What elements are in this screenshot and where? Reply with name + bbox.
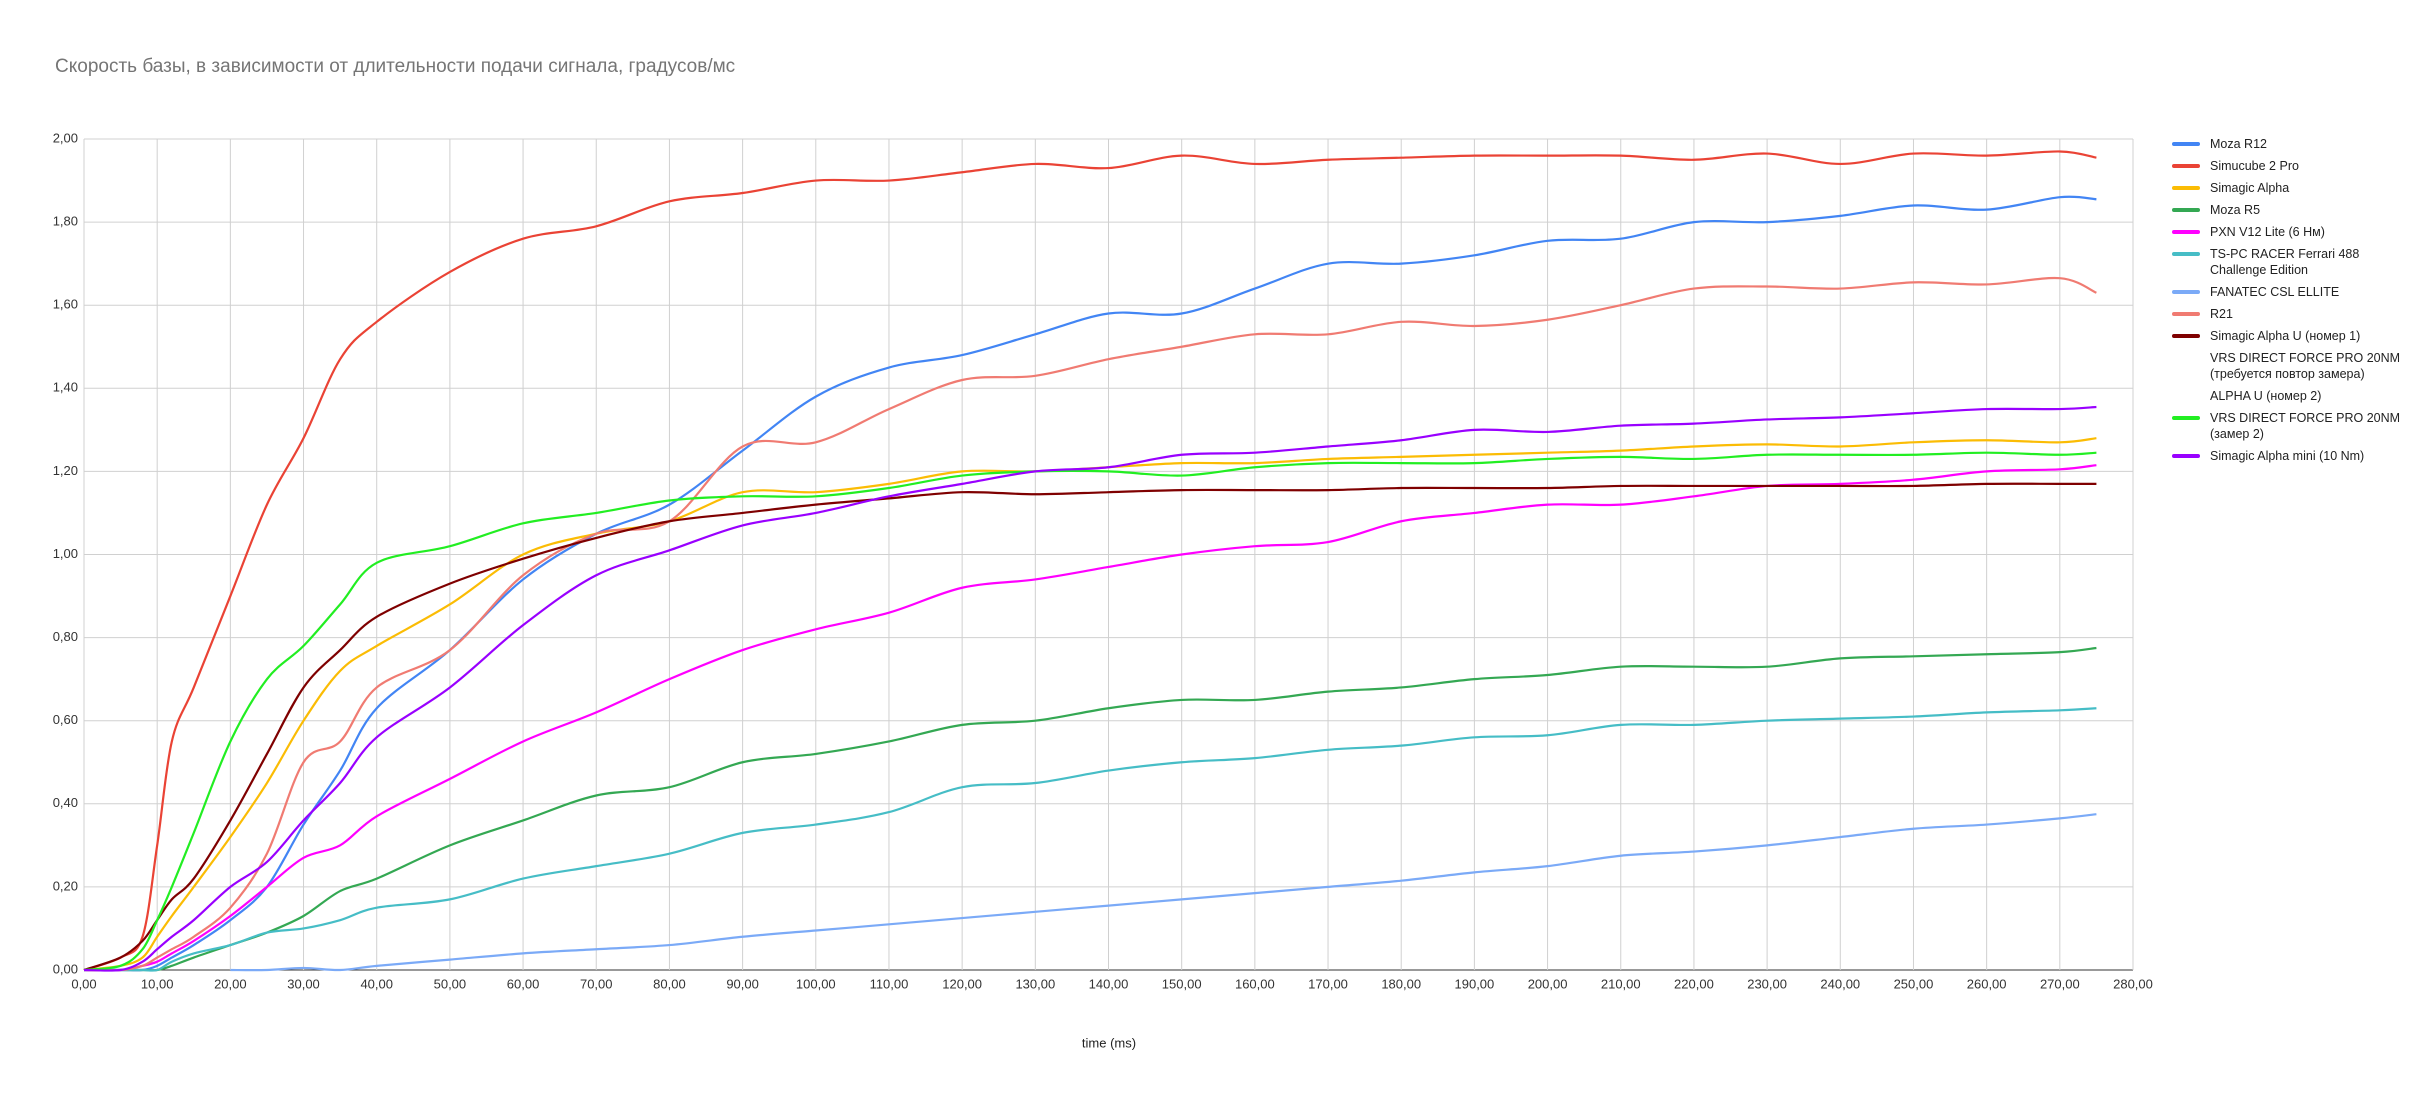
series-line [83, 405, 2097, 972]
legend-label: Simagic Alpha U (номер 1) [2210, 329, 2361, 343]
x-tick-label: 210,00 [1601, 976, 1641, 991]
y-tick-label: 1,20 [53, 463, 78, 478]
y-tick-label: 0,80 [53, 629, 78, 644]
legend-entry: Simagic Alpha mini (10 Nm) [2172, 448, 2402, 464]
series-line [84, 707, 2097, 972]
x-tick-label: 180,00 [1381, 976, 1421, 991]
legend-entry: FANATEC CSL ELLITE [2172, 284, 2402, 300]
legend-swatch [2172, 312, 2200, 316]
legend-entry: Moza R12 [2172, 136, 2402, 152]
x-tick-label: 140,00 [1089, 976, 1129, 991]
y-tick-label: 1,80 [53, 214, 78, 229]
x-tick-label: 20,00 [214, 976, 247, 991]
x-tick-label: 70,00 [580, 976, 613, 991]
legend-swatch [2172, 252, 2200, 256]
legend-swatch [2172, 334, 2200, 338]
legend-swatch [2172, 230, 2200, 234]
legend-entry: VRS DIRECT FORCE PRO 20NM (требуется пов… [2172, 350, 2402, 382]
series-line [83, 464, 2097, 972]
x-tick-label: 30,00 [287, 976, 320, 991]
legend-label: VRS DIRECT FORCE PRO 20NM (требуется пов… [2210, 351, 2401, 381]
legend-label: TS-PC RACER Ferrari 488 Challenge Editio… [2210, 247, 2360, 277]
legend-swatch [2172, 454, 2200, 458]
legend-entry: TS-PC RACER Ferrari 488 Challenge Editio… [2172, 246, 2402, 278]
legend-label: ALPHA U (номер 2) [2210, 389, 2322, 403]
legend-label: Simagic Alpha [2210, 181, 2290, 195]
series-line [84, 646, 2097, 972]
series-line [83, 482, 2097, 972]
x-tick-label: 60,00 [507, 976, 540, 991]
legend-label: VRS DIRECT FORCE PRO 20NM (замер 2) [2210, 411, 2401, 441]
legend-swatch [2172, 186, 2200, 190]
series-line [83, 451, 2097, 972]
y-tick-label: 1,60 [53, 297, 78, 312]
x-tick-label: 130,00 [1015, 976, 1055, 991]
x-tick-label: 170,00 [1308, 976, 1348, 991]
x-tick-label: 230,00 [1747, 976, 1787, 991]
legend-label: Moza R5 [2210, 203, 2261, 217]
legend-label: PXN V12 Lite (6 Нм) [2210, 225, 2325, 239]
legend-label: Simagic Alpha mini (10 Nm) [2210, 449, 2365, 463]
legend-label: Simucube 2 Pro [2210, 159, 2299, 173]
series-line [230, 813, 2097, 972]
series-line [83, 150, 2097, 972]
legend-entry: PXN V12 Lite (6 Нм) [2172, 224, 2402, 240]
chart-title: Скорость базы, в зависимости от длительн… [55, 56, 735, 77]
y-tick-label: 0,00 [53, 961, 78, 976]
legend-swatch [2172, 356, 2200, 360]
x-tick-label: 100,00 [796, 976, 836, 991]
x-axis-label: time (ms) [1082, 1035, 1136, 1050]
x-tick-label: 270,00 [2040, 976, 2080, 991]
x-tick-label: 200,00 [1528, 976, 1568, 991]
x-tick-label: 40,00 [360, 976, 393, 991]
legend-entry: ALPHA U (номер 2) [2172, 388, 2402, 404]
legend-entry: R21 [2172, 306, 2402, 322]
x-tick-label: 220,00 [1674, 976, 1714, 991]
x-tick-label: 260,00 [1967, 976, 2007, 991]
x-tick-label: 50,00 [434, 976, 467, 991]
x-tick-label: 110,00 [870, 976, 909, 991]
x-tick-label: 190,00 [1455, 976, 1495, 991]
legend-entry: Moza R5 [2172, 202, 2402, 218]
series-line [83, 437, 2097, 972]
x-tick-label: 120,00 [942, 976, 982, 991]
legend-swatch [2172, 142, 2200, 146]
y-tick-label: 0,60 [53, 712, 78, 727]
x-tick-label: 90,00 [726, 976, 759, 991]
y-tick-label: 1,40 [53, 380, 78, 395]
legend-entry: Simucube 2 Pro [2172, 158, 2402, 174]
x-tick-label: 240,00 [1820, 976, 1860, 991]
legend-entry: VRS DIRECT FORCE PRO 20NM (замер 2) [2172, 410, 2402, 442]
legend: Moza R12 Simucube 2 Pro Simagic Alpha Moza … [2172, 136, 2402, 470]
x-tick-label: 80,00 [653, 976, 686, 991]
legend-entry: Simagic Alpha U (номер 1) [2172, 328, 2402, 344]
y-tick-label: 1,00 [53, 546, 78, 561]
legend-label: Moza R12 [2210, 137, 2267, 151]
legend-swatch [2172, 416, 2200, 420]
legend-entry: Simagic Alpha [2172, 180, 2402, 196]
y-tick-label: 0,40 [53, 795, 78, 810]
x-tick-label: 160,00 [1235, 976, 1275, 991]
series-line [83, 276, 2097, 972]
legend-swatch [2172, 164, 2200, 168]
x-tick-label: 250,00 [1894, 976, 1934, 991]
legend-label: FANATEC CSL ELLITE [2210, 285, 2340, 299]
x-tick-label: 10,00 [141, 976, 174, 991]
series-line [84, 195, 2097, 972]
legend-label: R21 [2210, 307, 2233, 321]
y-tick-label: 2,00 [53, 130, 78, 145]
x-tick-label: 150,00 [1162, 976, 1202, 991]
y-tick-label: 0,20 [53, 878, 78, 893]
legend-swatch [2172, 290, 2200, 294]
x-tick-label: 0,00 [71, 976, 96, 991]
x-tick-label: 280,00 [2113, 976, 2153, 991]
legend-swatch [2172, 394, 2200, 398]
legend-swatch [2172, 208, 2200, 212]
